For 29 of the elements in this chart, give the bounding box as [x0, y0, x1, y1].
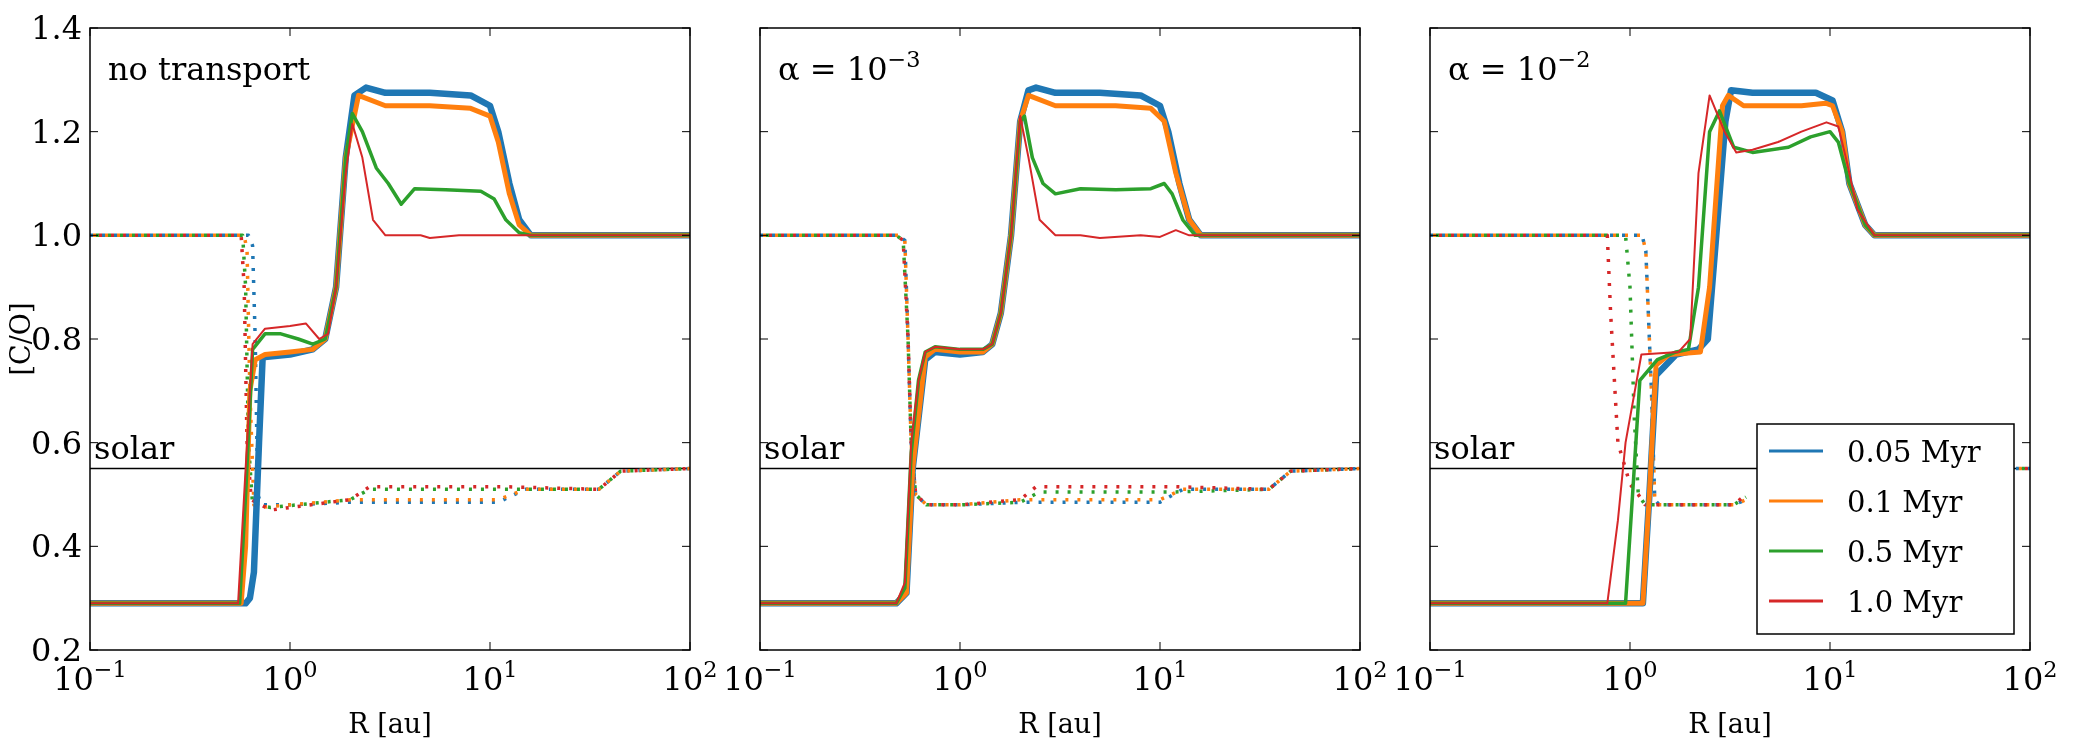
- x-tick-label: 10$^{2}$: [1332, 656, 1388, 698]
- y-tick-label: 1.4: [31, 9, 82, 47]
- legend-label: 0.05 Myr: [1847, 435, 1981, 469]
- x-tick-label: 10$^{0}$: [1602, 656, 1658, 698]
- legend-label: 1.0 Myr: [1847, 585, 1963, 619]
- annotation: α = 10$^{−3}$: [778, 46, 921, 88]
- x-tick-label: 10$^{−1}$: [1393, 656, 1467, 698]
- x-axis-title: R [au]: [1688, 708, 1772, 739]
- x-tick-label: 10$^{0}$: [932, 656, 988, 698]
- annotation: no transport: [108, 50, 311, 88]
- ref-line-label: solar: [94, 428, 175, 467]
- x-axis-title: R [au]: [348, 708, 432, 739]
- x-tick-label: 10$^{1}$: [1802, 656, 1858, 698]
- y-tick-label: 1.0: [31, 216, 82, 255]
- x-tick-label: 10$^{1}$: [1132, 656, 1188, 698]
- x-axis-title: R [au]: [1018, 708, 1102, 739]
- annotation: α = 10$^{−2}$: [1448, 46, 1591, 88]
- y-tick-label: 0.6: [31, 423, 82, 462]
- y-tick-label: 1.2: [31, 112, 82, 151]
- x-tick-label: 10$^{1}$: [462, 656, 518, 698]
- x-tick-label: 10$^{2}$: [662, 656, 718, 698]
- legend-label: 0.5 Myr: [1847, 535, 1963, 569]
- y-tick-label: 0.4: [31, 527, 82, 566]
- ref-line-label: solar: [764, 428, 845, 467]
- x-tick-label: 10$^{0}$: [262, 656, 318, 698]
- ref-line-label: solar: [1434, 428, 1515, 467]
- x-tick-label: 10$^{−1}$: [723, 656, 797, 698]
- x-tick-label: 10$^{2}$: [2002, 656, 2058, 698]
- legend-label: 0.1 Myr: [1847, 485, 1963, 519]
